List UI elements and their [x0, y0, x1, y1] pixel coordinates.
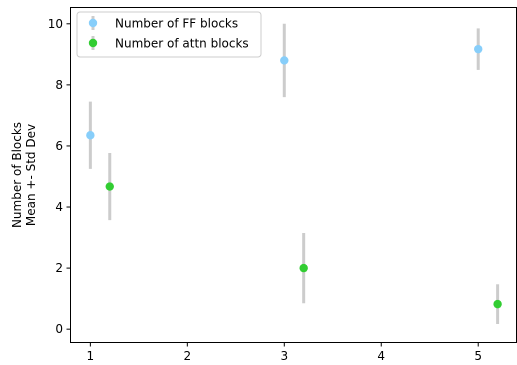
plot-frame [70, 7, 517, 343]
data-point [280, 56, 289, 65]
legend: Number of FF blocks Number of attn blocks [76, 11, 262, 58]
legend-label: Number of FF blocks [115, 17, 238, 31]
x-tick-label: 3 [280, 349, 288, 363]
legend-marker [88, 38, 98, 48]
y-tick-label: 0 [55, 322, 63, 336]
x-tick-label: 1 [87, 349, 95, 363]
data-point [474, 44, 483, 54]
data-point [86, 131, 95, 140]
legend-box [76, 11, 262, 58]
legend-marker [88, 18, 98, 28]
data-point [105, 182, 114, 191]
y-axis-label-line2: Mean +- Std Dev [24, 124, 38, 226]
x-tick-label: 4 [377, 349, 385, 363]
y-tick-label: 6 [55, 139, 63, 153]
y-axis-label-line1: Number of Blocks [10, 122, 24, 228]
data-point [299, 263, 308, 273]
y-tick-label: 4 [55, 200, 63, 214]
y-tick-label: 2 [55, 261, 63, 275]
axis-ticks: 1 2 3 4 5 0 2 4 6 8 10 [48, 17, 482, 363]
data-point [493, 299, 502, 309]
x-tick-label: 2 [184, 349, 192, 363]
x-tick-label: 5 [474, 349, 482, 363]
y-tick-label: 8 [55, 78, 63, 92]
legend-label: Number of attn blocks [115, 37, 249, 51]
plot-marks [86, 23, 502, 324]
y-tick-label: 10 [48, 17, 63, 31]
